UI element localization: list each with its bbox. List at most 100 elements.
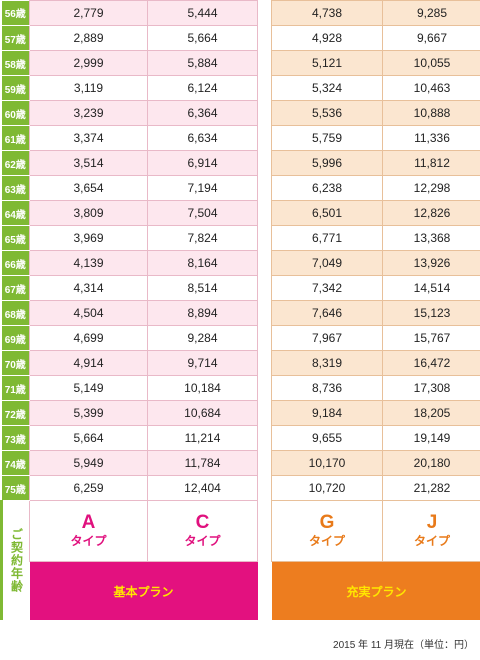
type-g-premium: 9,655 [271, 425, 383, 451]
type-g-premium: 9,184 [271, 400, 383, 426]
table-row: 58歳 2,999 5,884 5,121 10,055 [1, 50, 480, 76]
age-cell: 70歳 [1, 350, 30, 376]
table-row: 61歳 3,374 6,634 5,759 11,336 [1, 125, 480, 151]
type-g-premium: 5,996 [271, 150, 383, 176]
type-a-premium: 3,809 [29, 200, 148, 226]
type-g-letter: G [319, 512, 335, 533]
column-gap [257, 250, 272, 276]
age-cell: 65歳 [1, 225, 30, 251]
type-j-premium: 10,055 [382, 50, 480, 76]
age-cell: 75歳 [1, 475, 30, 501]
table-row: 69歳 4,699 9,284 7,967 15,767 [1, 325, 480, 351]
type-j-premium: 21,282 [382, 475, 480, 501]
table-footer: ご契約年齢 A タイプ C タイプ G タイプ J タイプ 基本プラン 充実プラ… [0, 500, 480, 620]
age-cell: 68歳 [1, 300, 30, 326]
type-j-premium: 11,812 [382, 150, 480, 176]
type-a-premium: 4,139 [29, 250, 148, 276]
premium-table: 56歳 2,779 5,444 4,738 9,285 57歳 2,889 5,664 4,92… [0, 0, 480, 620]
type-a-premium: 5,949 [29, 450, 148, 476]
type-g-premium: 8,319 [271, 350, 383, 376]
column-gap [257, 375, 272, 401]
age-cell: 71歳 [1, 375, 30, 401]
type-a-premium: 2,889 [29, 25, 148, 51]
column-gap [257, 400, 272, 426]
type-j-word: タイプ [413, 534, 450, 548]
table-row: 72歳 5,399 10,684 9,184 18,205 [1, 400, 480, 426]
type-c-premium: 10,184 [147, 375, 258, 401]
type-j-premium: 17,308 [382, 375, 480, 401]
column-gap [257, 350, 272, 376]
basic-plan-header: 基本プラン [29, 561, 258, 620]
type-g-premium: 5,536 [271, 100, 383, 126]
type-c-premium: 11,214 [147, 425, 258, 451]
table-row: 68歳 4,504 8,894 7,646 15,123 [1, 300, 480, 326]
column-gap [257, 475, 272, 501]
age-cell: 56歳 [1, 0, 30, 26]
column-gap [257, 100, 272, 126]
type-j-premium: 18,205 [382, 400, 480, 426]
type-c-premium: 8,164 [147, 250, 258, 276]
age-cell: 67歳 [1, 275, 30, 301]
type-a-premium: 5,149 [29, 375, 148, 401]
contract-age-label: ご契約年齢 [0, 500, 30, 620]
table-row: 62歳 3,514 6,914 5,996 11,812 [1, 150, 480, 176]
age-cell: 60歳 [1, 100, 30, 126]
type-c-letter: C [195, 512, 210, 533]
type-a-premium: 3,514 [29, 150, 148, 176]
type-j-letter: J [426, 512, 438, 533]
column-gap [257, 325, 272, 351]
table-row: 67歳 4,314 8,514 7,342 14,514 [1, 275, 480, 301]
type-g-premium: 6,771 [271, 225, 383, 251]
type-c-premium: 8,514 [147, 275, 258, 301]
table-row: 64歳 3,809 7,504 6,501 12,826 [1, 200, 480, 226]
type-a-premium: 3,119 [29, 75, 148, 101]
table-row: 74歳 5,949 11,784 10,170 20,180 [1, 450, 480, 476]
type-a-header: A タイプ [29, 500, 148, 562]
type-j-premium: 16,472 [382, 350, 480, 376]
column-gap [257, 75, 272, 101]
type-g-premium: 4,928 [271, 25, 383, 51]
type-g-premium: 6,501 [271, 200, 383, 226]
table-row: 65歳 3,969 7,824 6,771 13,368 [1, 225, 480, 251]
type-j-premium: 20,180 [382, 450, 480, 476]
type-g-premium: 7,646 [271, 300, 383, 326]
plan-row: 基本プラン 充実プラン [2, 561, 480, 620]
column-gap [257, 150, 272, 176]
table-row: 57歳 2,889 5,664 4,928 9,667 [1, 25, 480, 51]
age-cell: 64歳 [1, 200, 30, 226]
column-gap [257, 0, 272, 26]
type-a-premium: 3,654 [29, 175, 148, 201]
type-a-premium: 4,504 [29, 300, 148, 326]
table-row: 59歳 3,119 6,124 5,324 10,463 [1, 75, 480, 101]
age-cell: 58歳 [1, 50, 30, 76]
type-g-header: G タイプ [271, 500, 383, 562]
type-g-premium: 4,738 [271, 0, 383, 26]
column-gap [257, 500, 272, 562]
age-cell: 66歳 [1, 250, 30, 276]
type-g-premium: 6,238 [271, 175, 383, 201]
type-j-premium: 19,149 [382, 425, 480, 451]
column-gap [257, 225, 272, 251]
type-c-premium: 6,364 [147, 100, 258, 126]
type-c-premium: 7,824 [147, 225, 258, 251]
type-c-premium: 8,894 [147, 300, 258, 326]
type-j-header: J タイプ [382, 500, 480, 562]
table-row: 56歳 2,779 5,444 4,738 9,285 [1, 0, 480, 26]
age-cell: 59歳 [1, 75, 30, 101]
table-row: 60歳 3,239 6,364 5,536 10,888 [1, 100, 480, 126]
type-j-premium: 13,368 [382, 225, 480, 251]
table-row: 70歳 4,914 9,714 8,319 16,472 [1, 350, 480, 376]
column-gap [257, 300, 272, 326]
type-g-premium: 7,049 [271, 250, 383, 276]
type-c-premium: 12,404 [147, 475, 258, 501]
type-j-premium: 10,463 [382, 75, 480, 101]
type-c-premium: 11,784 [147, 450, 258, 476]
type-j-premium: 14,514 [382, 275, 480, 301]
type-a-premium: 5,664 [29, 425, 148, 451]
column-gap [257, 125, 272, 151]
type-row: ご契約年齢 A タイプ C タイプ G タイプ J タイプ [0, 500, 480, 620]
type-a-premium: 6,259 [29, 475, 148, 501]
table-row: 75歳 6,259 12,404 10,720 21,282 [1, 475, 480, 501]
type-j-premium: 15,767 [382, 325, 480, 351]
extra-plan-header: 充実プラン [271, 561, 480, 620]
